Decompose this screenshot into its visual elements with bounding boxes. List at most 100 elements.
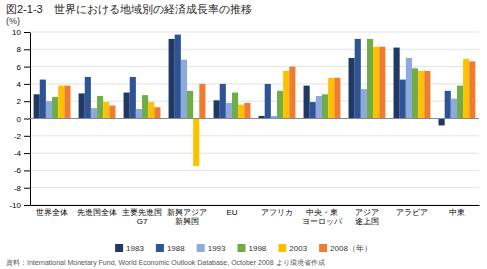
x-tick: 先進国全体: [77, 208, 117, 217]
bar: [394, 48, 400, 119]
y-tick-mark: [24, 101, 30, 102]
x-tick: アフリカ: [261, 208, 293, 217]
y-tick-label: -10: [9, 201, 21, 210]
bar: [355, 39, 361, 119]
bar-series: [64, 47, 475, 119]
legend-item: 1993: [197, 244, 226, 253]
grid-line: [30, 49, 479, 50]
bar: [244, 103, 250, 119]
x-tick-label-line: 先進国全体: [77, 208, 117, 217]
legend-label: 2003: [289, 244, 307, 253]
grid-line: [30, 118, 479, 119]
bar: [277, 91, 283, 119]
bar-series: [34, 39, 445, 126]
bar: [148, 102, 154, 118]
legend-label: 1983: [126, 244, 144, 253]
legend-item: 2003: [278, 244, 307, 253]
y-tick-label: 4: [17, 80, 22, 89]
bar: [310, 102, 316, 118]
legend-label: 1993: [208, 244, 226, 253]
y-tick-label: -6: [14, 166, 22, 175]
bar: [412, 68, 418, 118]
grid: [30, 32, 479, 205]
bar: [328, 78, 334, 119]
x-tick-label: EU: [226, 208, 237, 217]
bar: [406, 58, 412, 119]
bar: [316, 96, 322, 118]
bar: [445, 91, 451, 119]
bar: [136, 109, 142, 119]
bar: [109, 106, 115, 119]
bar: [64, 86, 70, 119]
y-tick-mark: [24, 205, 30, 206]
bar: [373, 47, 379, 119]
chart-svg: 図2-1-3 世界における地域別の経済成長率の推移(%)-10-8-6-4-20…: [0, 0, 487, 269]
bar: [40, 80, 46, 119]
bar: [175, 35, 181, 119]
title: 図2-1-3 世界における地域別の経済成長率の推移: [6, 3, 252, 16]
bar: [124, 93, 130, 119]
bar: [169, 39, 175, 119]
bar: [46, 101, 52, 118]
bar: [181, 60, 187, 119]
bar-series: [40, 35, 451, 119]
bar: [457, 86, 463, 119]
x-tick-label-line: 中東: [449, 208, 465, 217]
legend-swatch: [278, 244, 286, 252]
x-axis-line: [31, 205, 480, 206]
x-tick-label: アラビア: [396, 208, 428, 217]
y-tick: -2: [14, 132, 30, 141]
y-tick-mark: [24, 170, 30, 171]
bar: [418, 71, 424, 119]
y-tick: 4: [17, 80, 30, 89]
x-axis: 世界全体先進国全体主要先進国G7 新興アジア新興国 EU アフリカ中央・東ヨーロッパ ア…: [31, 206, 480, 226]
x-tick-label-line: アラビア: [396, 208, 428, 217]
bar: [79, 93, 85, 118]
bar: [463, 59, 469, 119]
x-tick-label: 主要先進国G7: [122, 208, 162, 226]
legend-swatch: [238, 244, 246, 252]
bar: [322, 94, 328, 118]
y-axis: -10-8-6-4-20246810: [9, 28, 30, 210]
y-tick-mark: [24, 153, 30, 154]
legend-swatch: [197, 244, 205, 252]
bar: [142, 95, 148, 118]
bar: [304, 86, 310, 119]
bar: [226, 103, 232, 119]
y-tick-label: 6: [17, 63, 22, 72]
x-tick: 新興アジア新興国: [167, 208, 207, 226]
x-tick-label: 中東: [449, 208, 465, 217]
legend-item: 1988: [156, 244, 185, 253]
y-tick-mark: [24, 32, 30, 33]
y-tick: 8: [17, 45, 30, 54]
y-tick: 6: [17, 63, 30, 72]
x-tick-label-line: G7: [137, 217, 148, 226]
bar-series: [58, 47, 469, 166]
bar: [439, 119, 445, 126]
grid-line: [30, 187, 479, 188]
bar: [58, 86, 64, 119]
x-tick-label-line: 新興国: [175, 217, 199, 226]
x-tick-label-line: 主要先進国: [122, 208, 162, 217]
y-tick-mark: [24, 136, 30, 137]
x-tick-label-line: アジア: [355, 208, 379, 217]
bar: [97, 96, 103, 118]
y-tick: -6: [14, 166, 30, 175]
legend-label: 1998: [249, 244, 267, 253]
zero-line: [30, 118, 479, 119]
y-tick: 10: [12, 28, 30, 37]
bar: [451, 99, 457, 119]
x-tick-label-line: 世界全体: [36, 208, 68, 217]
bar: [238, 105, 244, 119]
y-tick-label: -2: [14, 132, 22, 141]
bar: [103, 102, 109, 118]
y-tick-label: 0: [17, 115, 22, 124]
x-tick-label: 中央・東ヨーロッパ: [302, 208, 343, 226]
x-tick-label: 世界全体: [36, 208, 68, 217]
bar: [232, 93, 238, 119]
x-tick: EU: [226, 208, 237, 217]
bar: [154, 107, 160, 118]
annotation: 資料：International Monetary Fund, World Ec…: [6, 259, 325, 267]
bars: [34, 35, 476, 166]
bar: [424, 71, 430, 119]
